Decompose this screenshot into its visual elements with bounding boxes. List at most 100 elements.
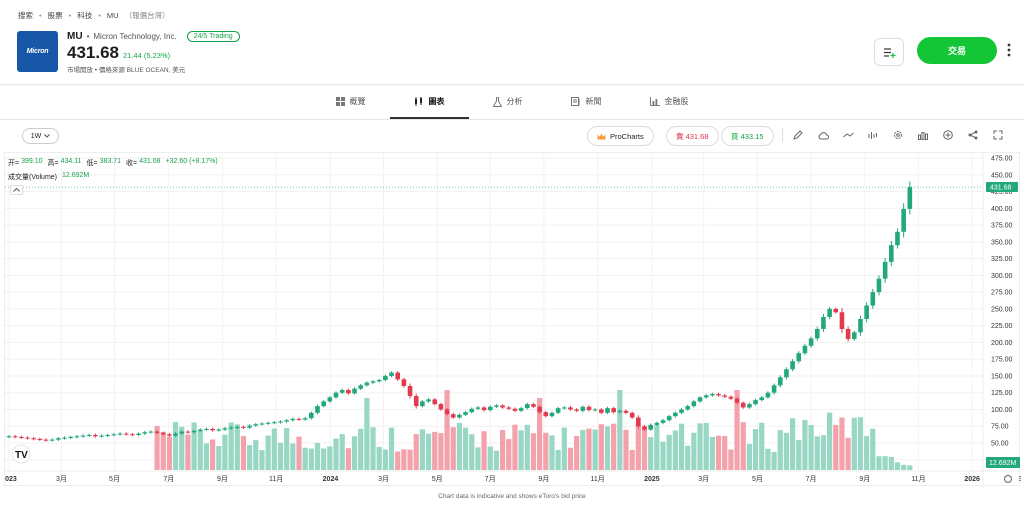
candle [315, 406, 320, 413]
time-axis-label: 2023 [5, 476, 17, 483]
procharts-button[interactable]: ProCharts [587, 126, 654, 146]
volume-bar [518, 430, 524, 470]
volume-bar [654, 425, 660, 470]
volume-bar [302, 447, 308, 470]
price-axis-label: 325.00 [991, 256, 1013, 263]
volume-bar [413, 434, 419, 470]
chevron-up-icon [13, 188, 20, 192]
candle [747, 404, 752, 408]
volume-bar [191, 422, 197, 470]
candle [12, 436, 18, 438]
collapse-legend-button[interactable] [10, 185, 23, 195]
candlestick-chart[interactable]: 475.00 450.00 425.00 400.00 375.00 350.00 325.… [1, 153, 1024, 487]
volume-bar [419, 429, 425, 470]
time-axis-label: 3月 [698, 475, 709, 483]
candle [265, 422, 271, 424]
share-button[interactable] [967, 129, 979, 141]
volume-bar [728, 449, 734, 470]
volume-bar [722, 436, 728, 470]
share-icon [968, 130, 978, 140]
volume-bar [216, 445, 222, 470]
candle [524, 404, 530, 409]
candle [845, 329, 851, 340]
breadcrumb-stocks[interactable]: 股票 [47, 11, 63, 20]
breadcrumb-tech[interactable]: 科技 [77, 11, 93, 20]
price-axis-label: 175.00 [991, 357, 1013, 364]
volume-bar [580, 429, 586, 470]
candle [685, 406, 690, 410]
volume-bar [629, 449, 635, 470]
trading-hours-badge[interactable]: 24/5 Trading [186, 31, 240, 42]
axis-settings-icon [1004, 475, 1012, 483]
list-add-icon [883, 47, 895, 58]
candle [531, 404, 536, 407]
tab-news[interactable]: 新聞 [547, 84, 626, 119]
volume-bar [783, 432, 790, 470]
time-axis-label: 9月 [859, 475, 870, 483]
candle [907, 187, 913, 209]
volume-bar [808, 424, 814, 470]
trade-button[interactable]: 交易 [917, 37, 997, 64]
timeframe-select[interactable]: 1W [22, 128, 59, 144]
price-axis-label: 400.00 [991, 206, 1013, 213]
tab-chart[interactable]: 圖表 [389, 84, 469, 119]
gear-icon [894, 131, 902, 139]
line-tool-button[interactable] [842, 129, 854, 141]
tab-label: 金融股 [664, 97, 689, 106]
more-options-button[interactable] [1004, 40, 1014, 60]
candle [290, 418, 296, 421]
cloud-save-button[interactable] [817, 129, 829, 141]
breadcrumb-search[interactable]: 搜索 [18, 11, 33, 20]
settings-button[interactable] [892, 129, 904, 141]
volume-bar [814, 436, 820, 470]
volume-bar [678, 423, 685, 470]
volume-bar [160, 431, 166, 470]
time-axis-label: 9月 [217, 475, 228, 483]
candle [568, 407, 573, 410]
sell-button[interactable]: 賣 431.68 [666, 126, 719, 146]
tab-overview[interactable]: 概覽 [312, 84, 390, 119]
candle [722, 395, 728, 397]
volume-bar [376, 446, 382, 470]
candle [851, 332, 857, 340]
candle [512, 408, 518, 411]
candle [364, 382, 370, 386]
volume-bar [586, 428, 592, 470]
chart-type-button[interactable] [917, 129, 929, 141]
fullscreen-button[interactable] [992, 129, 1004, 141]
indicators-icon [868, 131, 877, 139]
indicators-button[interactable] [867, 129, 879, 141]
market-status: 市場開放 • 價格來源 BLUE OCEAN, 美元 [67, 67, 186, 74]
volume-bar [333, 438, 339, 470]
watchlist-add-button[interactable] [874, 38, 904, 66]
candle [117, 433, 123, 435]
draw-tool-button[interactable] [792, 129, 804, 141]
volume-bar [530, 433, 537, 470]
volume-bar [358, 428, 364, 470]
volume-bar [166, 436, 173, 470]
price-axis-label: 125.00 [991, 390, 1013, 397]
price-axis-label: 425.00 [991, 189, 1013, 196]
legend-change: +32.60 (+8.17%) [165, 158, 218, 165]
price-axis-label: 300.00 [991, 273, 1013, 280]
candle [864, 305, 869, 319]
legend-low-label: 低= [86, 160, 98, 167]
candle [333, 392, 339, 398]
volume-bar [284, 428, 290, 470]
grid-icon [335, 97, 345, 106]
candle [475, 407, 481, 409]
volume-bar [703, 422, 709, 470]
time-axis-label: 3月 [56, 475, 67, 483]
add-indicator-button[interactable] [942, 129, 954, 141]
candle [272, 422, 277, 424]
candle [210, 428, 215, 431]
candle [666, 416, 672, 421]
candle [327, 397, 333, 402]
chart-area[interactable]: 475.00 450.00 425.00 400.00 375.00 350.00 325.… [1, 152, 1024, 487]
buy-button[interactable]: 買 433.15 [721, 126, 774, 146]
candle [154, 431, 160, 433]
flask-icon [492, 96, 502, 107]
tab-analysis[interactable]: 分析 [469, 84, 547, 119]
tab-financials[interactable]: 金融股 [626, 84, 713, 119]
volume-bar [487, 446, 493, 470]
